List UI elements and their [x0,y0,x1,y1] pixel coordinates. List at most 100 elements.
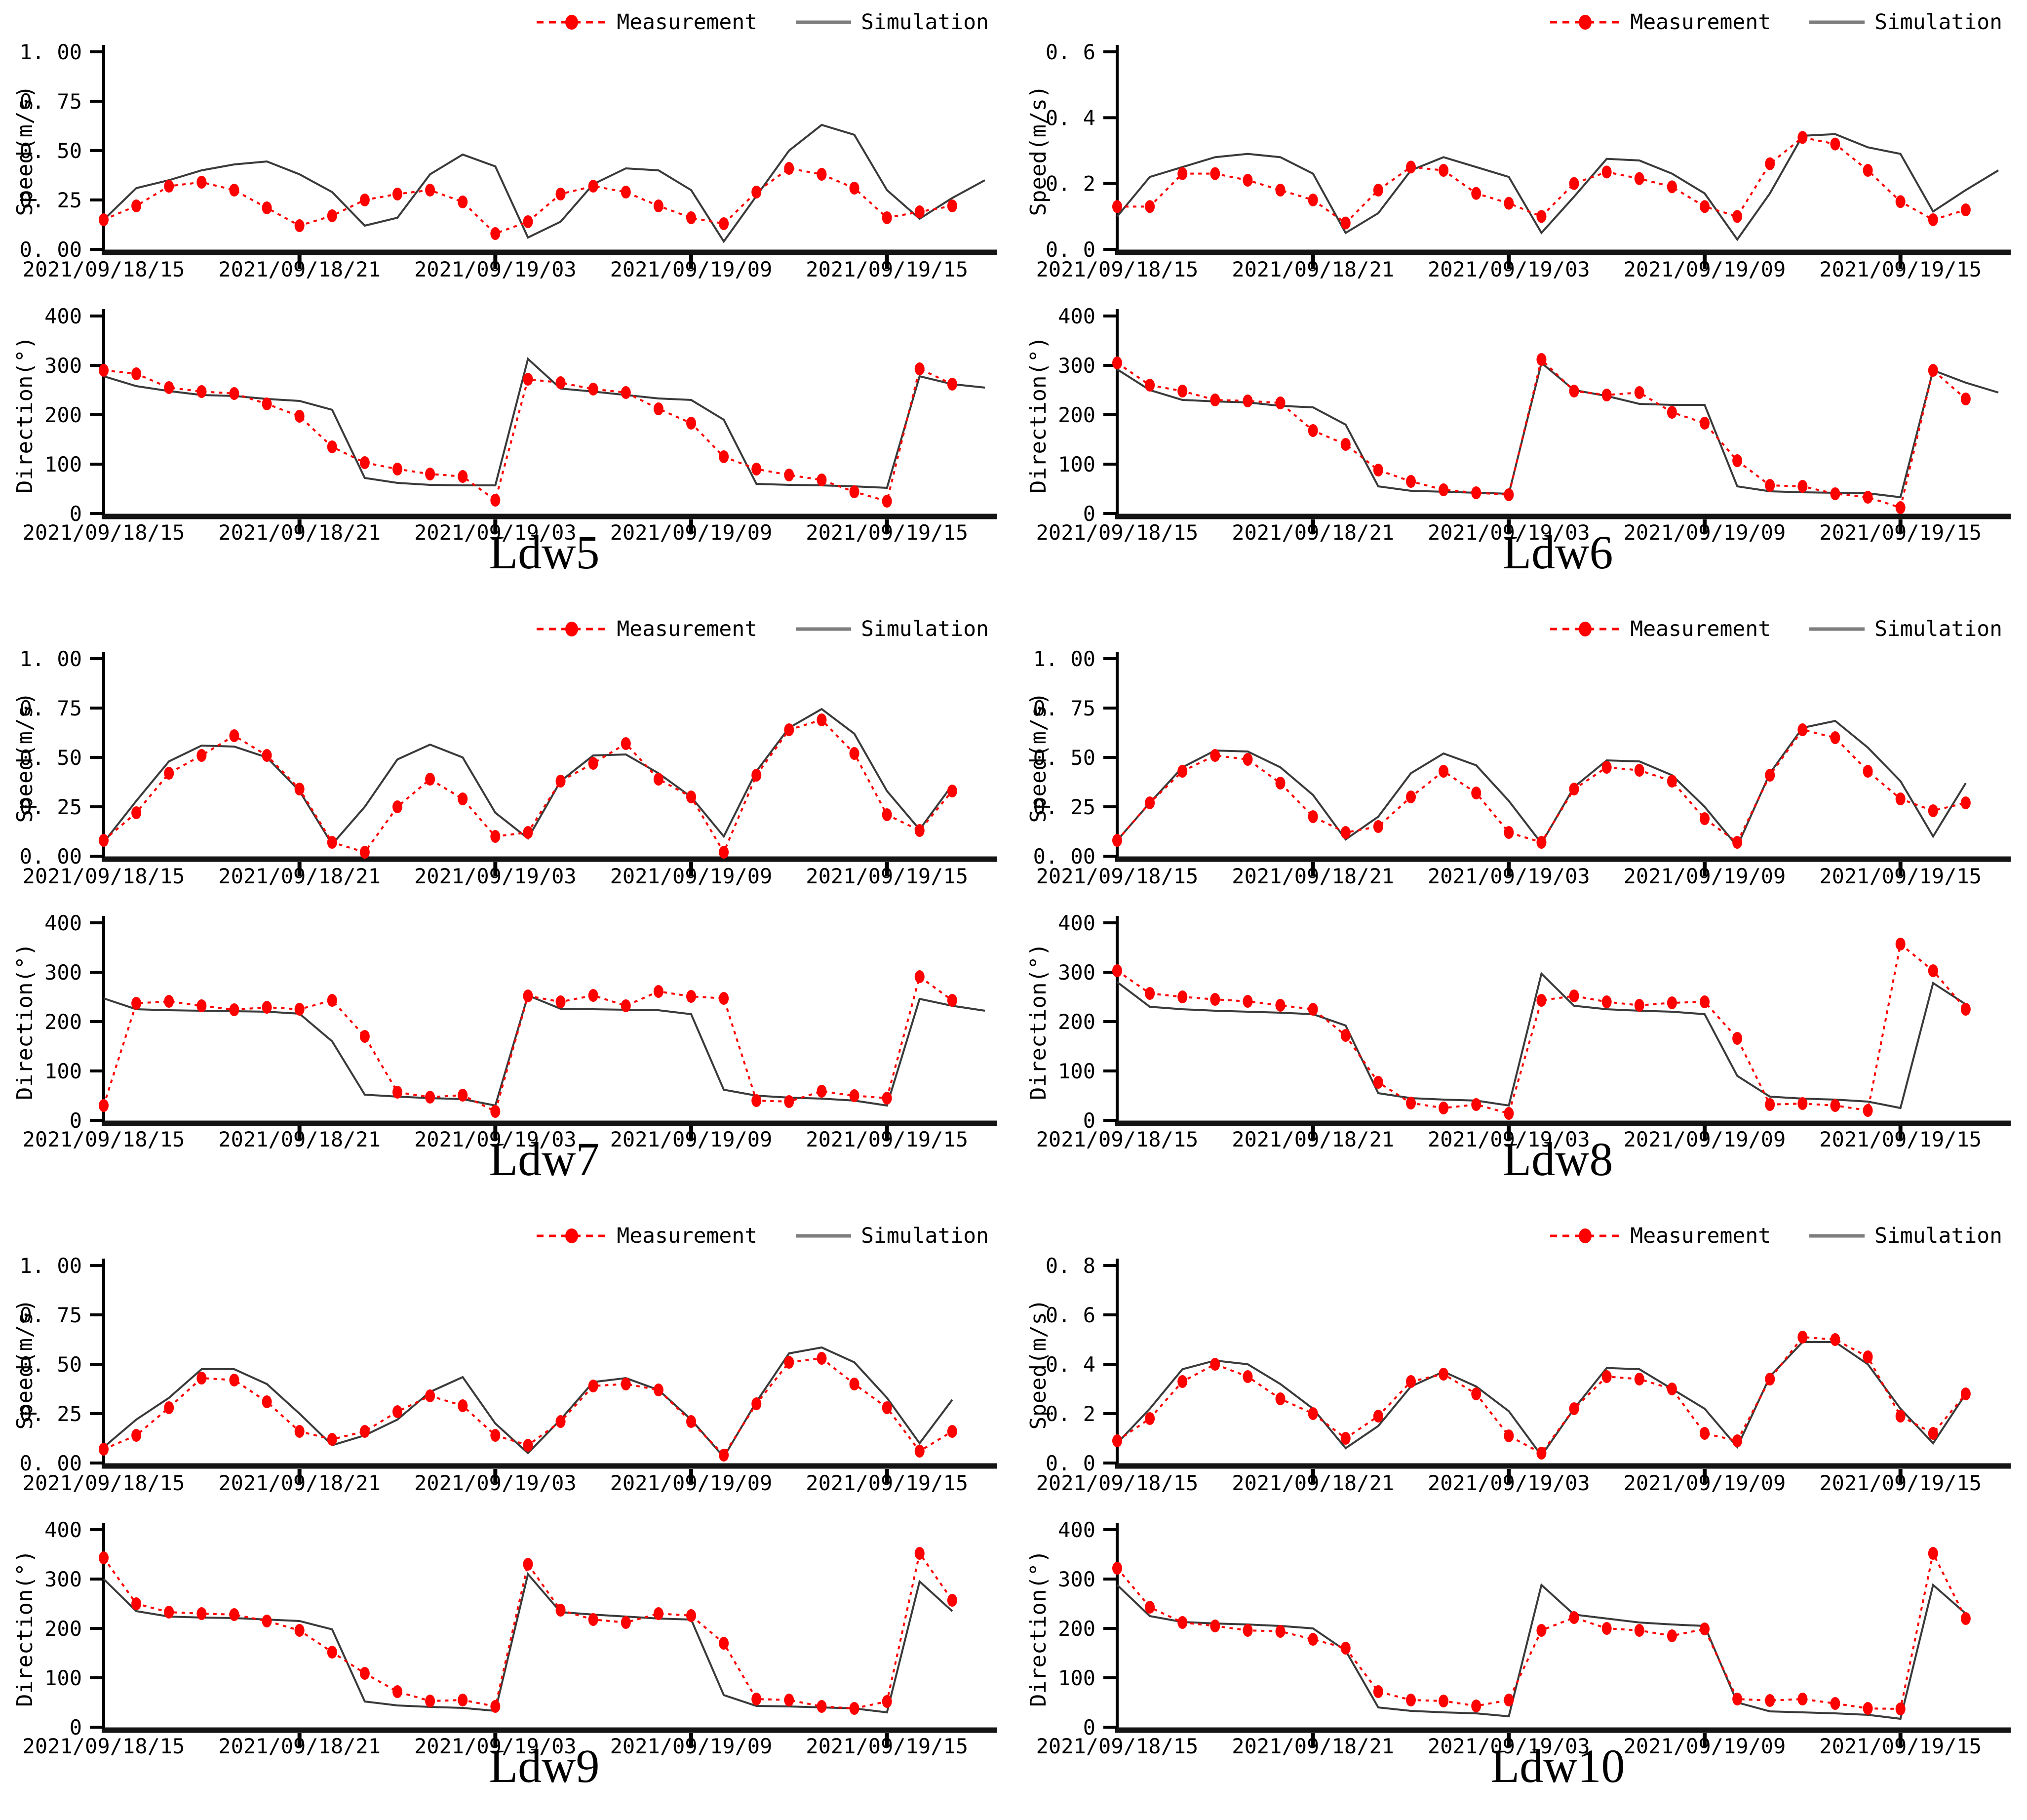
axes [1115,309,2011,519]
svg-text:0. 4: 0. 4 [1046,106,1095,130]
svg-text:0. 6: 0. 6 [1046,1303,1095,1327]
svg-text:2021/09/19/09: 2021/09/19/09 [610,1734,773,1758]
svg-text:0: 0 [70,1715,82,1740]
svg-text:0. 25: 0. 25 [20,188,82,212]
svg-text:0. 75: 0. 75 [20,696,82,720]
svg-text:2021/09/19/09: 2021/09/19/09 [1624,520,1786,545]
x-tick-labels: 2021/09/18/15 2021/09/18/21 2021/09/19/03 2… [23,1733,968,1758]
simulation-line [103,1572,953,1714]
measurement-points [1112,723,1971,849]
svg-text:2021/09/18/21: 2021/09/18/21 [1232,1734,1394,1758]
measurement-line [1116,1336,1967,1455]
svg-text:2021/09/19/09: 2021/09/19/09 [610,520,773,545]
x-tick-labels: 2021/09/18/15 2021/09/18/21 2021/09/19/03 2… [23,1126,968,1151]
measurement-line-icon [537,1228,607,1243]
svg-text:2021/09/18/21: 2021/09/18/21 [1232,1127,1394,1151]
svg-text:1. 00: 1. 00 [20,1254,82,1278]
measurement-points [1112,131,1971,230]
svg-text:0. 2: 0. 2 [1046,172,1095,196]
svg-text:400: 400 [1058,911,1095,935]
measurement-points [99,362,957,508]
measurement-points [99,1352,957,1462]
svg-text:0. 25: 0. 25 [20,795,82,819]
svg-text:2021/09/19/03: 2021/09/19/03 [414,1734,577,1758]
y-axis-label: Speed(m/s) [12,1299,38,1430]
svg-text:2021/09/18/21: 2021/09/18/21 [218,864,381,888]
legend-label-simulation: Simulation [861,1224,989,1248]
y-axis-label: Direction(°) [1026,943,1051,1100]
svg-text:0: 0 [1083,1715,1095,1740]
svg-text:200: 200 [1058,1010,1095,1034]
y-tick-labels: 0. 00 0. 25 0. 50 0. 75 1. 00 [20,40,104,262]
legend-label-measurement: Measurement [617,617,758,641]
y-tick-labels: 0. 0 0. 2 0. 4 0. 6 [1046,40,1117,262]
axes [1115,1523,2011,1733]
legend-label-measurement: Measurement [1630,617,1771,641]
legend-label-simulation: Simulation [861,10,989,35]
svg-text:2021/09/19/15: 2021/09/19/15 [1819,257,1982,281]
legend: Measurement Simulation [1548,10,2002,35]
svg-text:2021/09/19/15: 2021/09/19/15 [1819,864,1982,888]
y-tick-labels: 0. 00 0. 25 0. 50 0. 75 1. 00 [20,647,104,869]
measurement-points [1112,353,1971,514]
svg-text:1. 00: 1. 00 [20,647,82,671]
svg-text:2021/09/19/15: 2021/09/19/15 [1819,1471,1982,1495]
measurement-line [1116,357,1967,509]
svg-text:0. 00: 0. 00 [20,1451,82,1475]
svg-text:2021/09/19/09: 2021/09/19/09 [1624,864,1786,888]
y-tick-labels: 0 100 200 300 400 [1058,304,1117,526]
simulation-line-icon [796,1234,852,1238]
svg-text:0. 75: 0. 75 [20,1303,82,1327]
y-tick-labels: 0 100 200 300 400 [44,1518,104,1740]
simulation-line-icon [796,627,852,631]
simulation-line [103,1346,953,1459]
measurement-line-icon [1550,1228,1621,1243]
measurement-points [99,162,957,240]
y-axis-label: Direction(°) [1026,1550,1051,1707]
legend-label-measurement: Measurement [617,1224,758,1248]
svg-text:0. 00: 0. 00 [1033,844,1095,869]
axes [1115,652,2011,862]
measurement-line-icon [537,15,607,30]
svg-text:2021/09/19/03: 2021/09/19/03 [414,1127,577,1151]
measurement-points [99,1547,957,1715]
svg-text:2021/09/19/09: 2021/09/19/09 [610,1471,773,1495]
measurement-line-icon [1550,15,1621,30]
simulation-line [103,994,985,1107]
y-axis-label: Speed(m/s) [12,85,38,216]
svg-text:300: 300 [44,354,82,378]
svg-text:2021/09/18/15: 2021/09/18/15 [23,1471,185,1495]
svg-text:2021/09/18/21: 2021/09/18/21 [1232,520,1394,545]
measurement-points [1112,1547,1971,1715]
panel-ldw7: Measurement Simulation 0. 00 0. 25 0. 50 0.… [0,607,1014,1213]
simulation-line-icon [796,20,852,24]
legend-label-simulation: Simulation [1874,1224,2002,1248]
measurement-points [99,713,957,859]
legend: Measurement Simulation [535,1224,989,1248]
legend-label-measurement: Measurement [1630,10,1771,35]
simulation-line-icon [1809,20,1865,24]
svg-text:0. 8: 0. 8 [1046,1254,1095,1278]
svg-text:2021/09/19/03: 2021/09/19/03 [414,1471,577,1495]
svg-text:2021/09/18/21: 2021/09/18/21 [218,1471,381,1495]
station-title: Ldw5 [489,526,600,579]
svg-text:2021/09/19/15: 2021/09/19/15 [806,864,968,888]
simulation-line [1116,1583,1967,1720]
svg-text:0. 0: 0. 0 [1046,1451,1095,1475]
simulation-line [103,357,985,489]
svg-text:0: 0 [1083,502,1095,526]
svg-text:2021/09/19/15: 2021/09/19/15 [806,1127,968,1151]
measurement-points [1112,1331,1971,1460]
svg-text:1. 00: 1. 00 [1033,647,1095,671]
y-axis-label: Speed(m/s) [12,692,38,823]
measurement-points [1112,938,1971,1120]
panel-ldw5: Measurement Simulation 0. 00 0. 25 0. 50 0.… [0,0,1014,606]
svg-text:2021/09/19/15: 2021/09/19/15 [1819,1734,1982,1758]
svg-text:0. 25: 0. 25 [20,1402,82,1426]
